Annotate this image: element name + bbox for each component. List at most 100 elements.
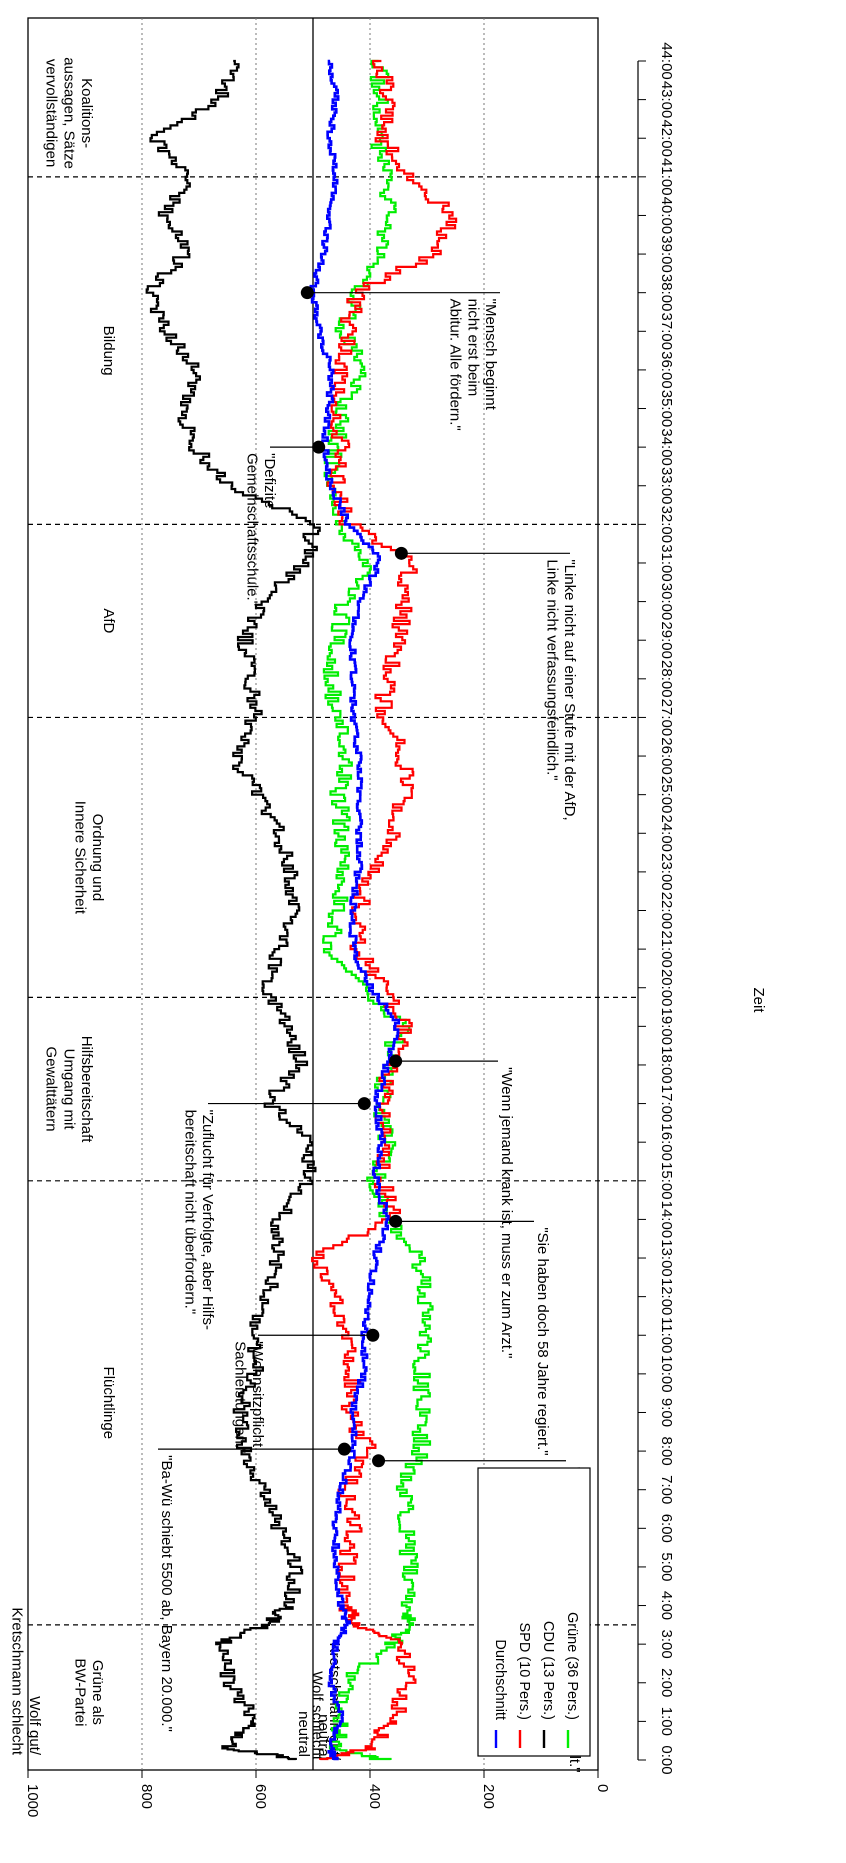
annotation-text-line: bereitschaft nicht überfordern.": [181, 1110, 198, 1315]
time-tick-label: 40:00: [658, 197, 675, 235]
series-line-1: [145, 59, 321, 1761]
time-tick-label-line: 35:00: [658, 390, 675, 428]
legend-entry-1-line: CDU (13 Pers.): [540, 1621, 556, 1720]
annotation-text-line: "Wohnsitzpflicht: [249, 1341, 266, 1448]
time-tick-label-line: 31:00: [658, 544, 675, 582]
value-tick-label-line: 600: [252, 1784, 269, 1809]
time-tick-label-line: 36:00: [658, 351, 675, 389]
time-tick-label-line: 22:00: [658, 892, 675, 930]
value-tick-label-line: 200: [480, 1784, 497, 1809]
time-tick-label-line: 4:00: [658, 1591, 675, 1620]
time-tick-label: 6:00: [658, 1514, 675, 1543]
value-tick-label-line: 1000: [24, 1784, 41, 1817]
legend-box: [477, 1467, 591, 1757]
gridlines: [141, 18, 485, 1770]
legend-entry-2-line: SPD (10 Pers.): [516, 1623, 532, 1721]
annotation-text: "DefiziteGemeinschaftsschule.": [243, 453, 278, 606]
annotation-marker: [389, 1054, 403, 1068]
value-tick-label-line: 0: [594, 1784, 611, 1792]
annotation-text: "Ba-Wü schiebt 5500 ab, Bayern 20.000.": [158, 1455, 175, 1732]
time-tick-label: 4:00: [658, 1591, 675, 1620]
time-tick-label-line: 41:00: [658, 158, 675, 196]
time-tick-label: 31:00: [658, 544, 675, 582]
time-tick-label: 20:00: [658, 969, 675, 1007]
time-tick-label: 11:00: [658, 1317, 675, 1353]
series-line-0: [322, 59, 434, 1761]
annotation-marker: [366, 1328, 380, 1342]
annotation-text-line: Abitur. Alle fördern.": [447, 299, 464, 431]
annotation-text: "Mensch beginntnicht erst beimAbitur. Al…: [447, 299, 499, 431]
time-tick-label: 7:00: [658, 1475, 675, 1504]
time-tick-label: 39:00: [658, 235, 675, 273]
annotation-text-line: "Zuflucht für Verfolgte, aber Hilfs-: [199, 1110, 216, 1330]
time-tick-label: 33:00: [658, 467, 675, 505]
series-line-3: [309, 59, 401, 1761]
time-axis: 0:00 1:00 2:00 3:00 4:00 5:00 6:00 7:00 8:00 9:00…: [637, 42, 767, 1775]
time-tick-label-line: 34:00: [658, 428, 675, 466]
neutral-label-line: neutral: [315, 1714, 332, 1760]
time-tick-label-line: 24:00: [658, 814, 675, 852]
time-tick-label-line: 10:00: [658, 1355, 675, 1393]
annotation-text-line: Linke nicht verfassungsfeindlich.": [543, 559, 560, 780]
time-tick-label-line: 7:00: [658, 1475, 675, 1504]
annotation-marker: [372, 1454, 386, 1468]
time-tick-label: 22:00: [658, 892, 675, 930]
section-label-line: Ordnung und: [89, 814, 106, 902]
section-label: Ordnung undInnere Sicherheit: [71, 801, 106, 915]
section-label-line: Innere Sicherheit: [71, 801, 88, 915]
neutral-label-line: neutral: [295, 1711, 312, 1757]
section-label-line: AfD: [100, 608, 117, 633]
value-tick-label-line: 800: [138, 1784, 155, 1809]
annotation-marker: [394, 546, 408, 560]
time-tick-label: 5:00: [658, 1552, 675, 1581]
series-lines: [145, 59, 458, 1761]
annotation-marker: [357, 1097, 371, 1111]
annotation-text-line: "Mensch beginnt: [482, 299, 499, 411]
time-tick-label-line: 23:00: [658, 853, 675, 891]
annotation-text: "Sie haben doch 58 Jahre regiert.": [534, 1227, 551, 1455]
section-label: Flüchtlinge: [100, 1367, 117, 1440]
time-tick-label-line: 25:00: [658, 776, 675, 814]
pole-label-low-line: Wolf schlecht: [308, 1671, 325, 1761]
annotation-text: "Zuflucht für Verfolgte, aber Hilfs-bere…: [181, 1110, 216, 1330]
time-tick-label-line: 0:00: [658, 1745, 675, 1774]
time-tick-label: 13:00: [658, 1239, 675, 1277]
annotation-marker: [389, 1214, 403, 1228]
time-tick-label-line: 8:00: [658, 1436, 675, 1465]
section-label-line: Hilfsbereitschaft: [78, 1036, 95, 1144]
annotation-text-line: nicht erst beim: [464, 299, 481, 397]
section-label-line: Koalitions-: [78, 78, 95, 148]
value-tick-label: 0: [594, 1784, 611, 1792]
time-tick-label-line: 40:00: [658, 197, 675, 235]
time-tick-label: 17:00: [658, 1085, 675, 1123]
time-axis-label: Zeit: [750, 987, 767, 1013]
section-label-line: Bildung: [100, 326, 117, 376]
time-tick-label-line: 12:00: [658, 1278, 675, 1316]
time-tick-label-line: 28:00: [658, 660, 675, 698]
legend: Grüne (36 Pers.) CDU (13 Pers.) SPD (10 Pe…: [477, 1467, 591, 1757]
section-label-line: Flüchtlinge: [100, 1367, 117, 1440]
time-tick-label: 38:00: [658, 274, 675, 312]
time-tick-label: 0:00: [658, 1745, 675, 1774]
annotation-text-line: "Wenn jemand krank ist, muss er zum Arzt…: [498, 1067, 515, 1358]
time-tick-label: 41:00: [658, 158, 675, 196]
time-tick-label-line: 16:00: [658, 1123, 675, 1161]
time-tick-label-line: 26:00: [658, 737, 675, 775]
annotation-marker: [337, 1442, 351, 1456]
section-label-line: Gewalttätern: [43, 1047, 60, 1132]
annotation-text-line: "Defizite: [261, 453, 278, 508]
time-tick-label-line: 38:00: [658, 274, 675, 312]
section-label: Koalitions-aussagen, Sätzevervollständig…: [43, 57, 95, 169]
annotation-marker: [312, 440, 326, 454]
neutral-label: neutral: [315, 1714, 332, 1760]
time-tick-label-line: 44:00: [658, 42, 675, 80]
time-tick-label-line: 9:00: [658, 1398, 675, 1427]
time-tick-label: 12:00: [658, 1278, 675, 1316]
time-tick-label: 15:00: [658, 1162, 675, 1200]
section-dividers: Grüne alsBW-Partei Flüchtlinge Hilfsbereit…: [28, 57, 638, 1726]
annotation-text: "Linke nicht auf einer Stufe mit der AfD…: [543, 559, 578, 820]
time-tick-label: 28:00: [658, 660, 675, 698]
time-tick-label-line: 14:00: [658, 1201, 675, 1239]
time-tick-label-line: 13:00: [658, 1239, 675, 1277]
